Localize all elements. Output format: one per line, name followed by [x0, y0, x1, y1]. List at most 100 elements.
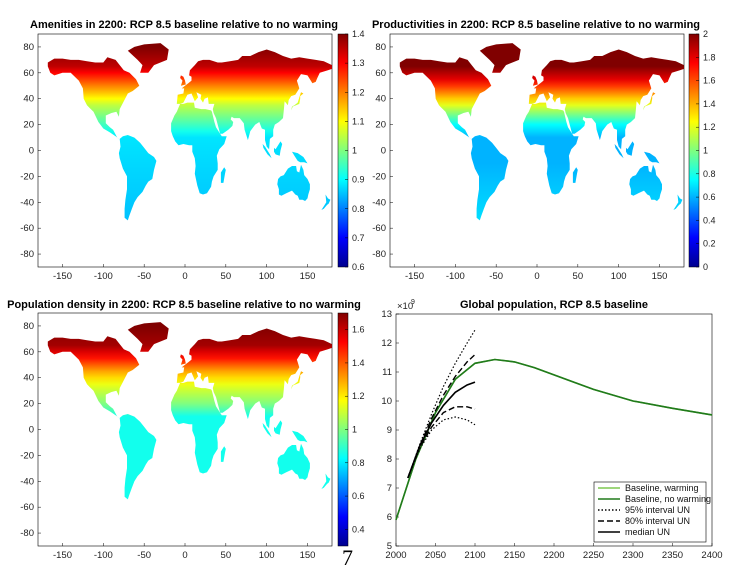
colorbar-tick-label: 1.6: [352, 325, 365, 335]
x-tick-label: 2000: [385, 550, 406, 561]
population-density-map: [47, 322, 332, 500]
legend-label: median UN: [625, 527, 670, 537]
page-number: 7: [342, 545, 353, 570]
land-new-zealand: [673, 194, 683, 210]
land-indonesia: [262, 423, 272, 438]
series-baseline-no-warming: [395, 358, 713, 521]
land-borneo: [274, 141, 283, 156]
x-tick-label: 100: [259, 550, 275, 561]
colorbar-tick-label: 0.6: [352, 262, 365, 272]
land-new-guinea: [644, 151, 660, 164]
x-tick-label: 2150: [504, 550, 525, 561]
y-tick-label: 11: [382, 367, 392, 378]
colorbar-tick-label: 1.4: [352, 358, 365, 368]
y-tick-label: 40: [375, 94, 386, 105]
land-greenland: [127, 322, 169, 352]
y-exponent-base: ×10: [397, 301, 413, 312]
y-tick-label: 5: [387, 541, 392, 552]
y-tick-label: 40: [23, 373, 34, 384]
y-tick-label: -60: [20, 223, 34, 234]
y-tick-label: 20: [23, 120, 34, 131]
x-tick-label: -50: [489, 271, 503, 282]
land-greenland: [479, 43, 521, 73]
y-tick-label: -80: [20, 528, 34, 539]
colorbar-tick-label: 0.6: [352, 491, 365, 501]
x-tick-label: 100: [611, 271, 627, 282]
colorbar-tick-label: 0.8: [352, 458, 365, 468]
y-tick-label: -60: [20, 502, 34, 513]
colorbar-tick-label: 0.8: [703, 169, 716, 179]
land-japan: [291, 371, 304, 390]
land-borneo: [626, 141, 635, 156]
amenities-map: [47, 43, 332, 221]
series-median-un: [407, 381, 476, 479]
y-tick-label: -20: [20, 171, 34, 182]
land-eurasia: [176, 328, 332, 429]
y-tick-label: 80: [23, 42, 34, 53]
x-tick-label: -150: [53, 271, 72, 282]
land-australia: [629, 164, 662, 201]
y-tick-label: 80: [375, 42, 386, 53]
land-north-america: [399, 57, 492, 141]
land-australia: [277, 443, 310, 480]
colorbar-tick-label: 0.2: [703, 239, 716, 249]
legend-label: Baseline, no warming: [625, 494, 711, 504]
x-tick-label: 2100: [464, 550, 485, 561]
y-tick-label: 0: [381, 146, 386, 157]
colorbar-tick-label: 0.6: [703, 192, 716, 202]
x-tick-label: -50: [137, 271, 151, 282]
colorbar-tick-label: 2: [703, 29, 708, 39]
population-density-x-ticks: -150 -100 -50 0 50 100 150: [53, 543, 315, 561]
legend-label: Baseline, warming: [625, 483, 699, 493]
colorbar-tick-label: 0.4: [703, 215, 716, 225]
x-tick-label: -100: [94, 271, 113, 282]
population-density-colorbar-ticks: 1.6 1.4 1.2 1 0.8 0.6 0.4: [345, 325, 365, 534]
productivities-y-ticks: 80 60 40 20 0 -20 -40 -60 -80: [372, 42, 393, 260]
land-japan: [643, 92, 656, 111]
y-tick-label: -80: [20, 249, 34, 260]
x-tick-label: -100: [94, 550, 113, 561]
y-tick-label: 20: [375, 120, 386, 131]
x-tick-label: 100: [259, 271, 275, 282]
land-new-zealand: [321, 194, 331, 210]
land-africa: [523, 102, 579, 195]
land-africa: [171, 381, 227, 474]
productivities-x-ticks: -150 -100 -50 0 50 100 150: [405, 264, 667, 282]
legend-label: 80% interval UN: [625, 516, 690, 526]
y-tick-label: 80: [23, 321, 34, 332]
x-tick-label: 2300: [622, 550, 643, 561]
colorbar-tick-label: 1: [352, 425, 357, 435]
land-britain: [532, 75, 538, 86]
y-tick-label: -80: [372, 249, 386, 260]
land-north-america: [47, 57, 140, 141]
colorbar-tick-label: 1.4: [703, 99, 716, 109]
productivities-title: Productivities in 2200: RCP 8.5 baseline…: [372, 19, 700, 31]
land-britain: [180, 75, 186, 86]
colorbar-tick-label: 0: [703, 262, 708, 272]
land-madagascar: [572, 167, 578, 183]
y-tick-label: 60: [23, 347, 34, 358]
land-south-america: [470, 135, 509, 221]
y-tick-label: 0: [29, 425, 34, 436]
x-tick-label: 2200: [543, 550, 564, 561]
x-tick-label: 50: [573, 271, 584, 282]
y-tick-label: 60: [375, 68, 386, 79]
amenities-x-ticks: -150 -100 -50 0 50 100 150: [53, 264, 315, 282]
y-tick-label: 20: [23, 399, 34, 410]
colorbar-tick-label: 0.9: [352, 175, 365, 185]
x-tick-label: 0: [182, 550, 187, 561]
x-tick-label: 2050: [425, 550, 446, 561]
land-africa: [171, 102, 227, 195]
colorbar-tick-label: 1.6: [703, 76, 716, 86]
x-tick-label: 2250: [583, 550, 604, 561]
land-eurasia: [176, 49, 332, 150]
x-tick-label: -150: [405, 271, 424, 282]
land-south-america: [118, 414, 157, 500]
population-density-y-ticks: 80 60 40 20 0 -20 -40 -60 -80: [20, 321, 41, 539]
x-tick-label: -100: [446, 271, 465, 282]
y-tick-label: 40: [23, 94, 34, 105]
y-tick-label: -20: [372, 171, 386, 182]
y-tick-label: 60: [23, 68, 34, 79]
y-exponent-label: ×10 9: [397, 299, 415, 312]
